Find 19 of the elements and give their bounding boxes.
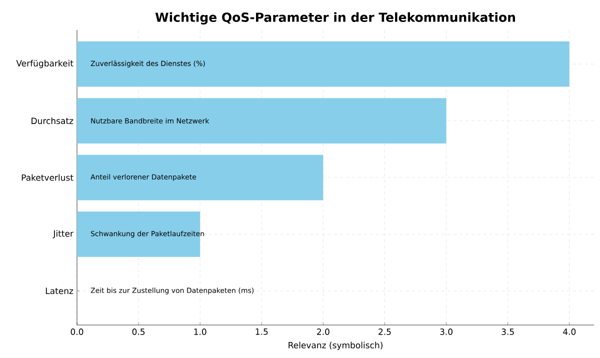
x-tick-label: 0.0 xyxy=(70,328,84,335)
x-tick-label: 1.5 xyxy=(256,328,268,335)
bar xyxy=(77,154,324,200)
x-tick-label: 1.0 xyxy=(194,328,206,335)
x-axis-title: Relevanz (symbolisch) xyxy=(288,342,382,350)
x-tick-label: 3.5 xyxy=(502,328,514,335)
bar xyxy=(77,41,570,87)
y-tick-label: Durchsatz xyxy=(32,117,74,124)
y-tick-label: Jitter xyxy=(52,230,74,238)
y-tick-label: Verfügbarkeit xyxy=(16,60,74,68)
x-tick-label: 2.0 xyxy=(317,328,330,335)
chart-title: Wichtige QoS-Parameter in der Telekommunikation xyxy=(155,12,516,25)
y-tick-label: Paketverlust xyxy=(22,174,74,181)
x-tick-label: 4.0 xyxy=(563,328,576,335)
x-tick-label: 2.5 xyxy=(378,328,391,335)
bar xyxy=(77,98,446,144)
x-tick-label: 0.5 xyxy=(132,328,145,335)
y-tick-label: Latenz xyxy=(46,288,74,294)
x-tick-label: 3.0 xyxy=(440,328,452,335)
